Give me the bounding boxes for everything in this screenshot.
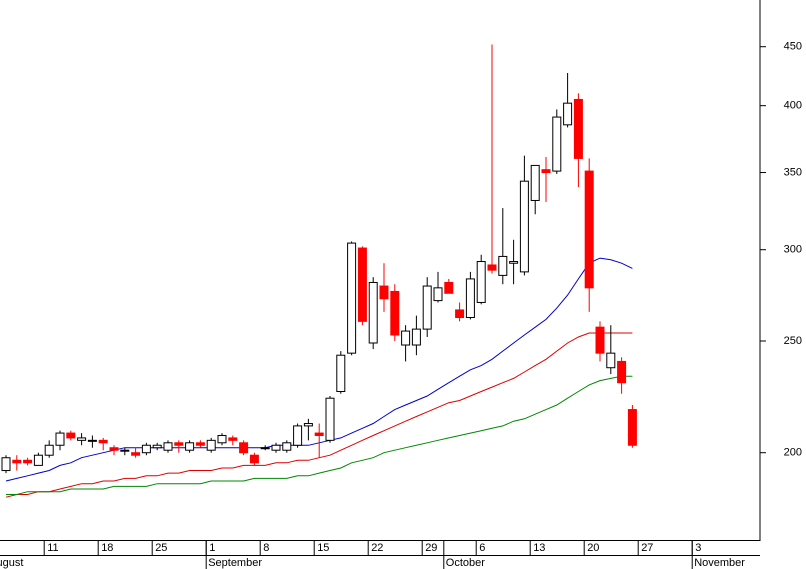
x-tick-label: 29 (425, 542, 437, 554)
x-tick-label: 3 (695, 542, 701, 554)
y-tick-label: 250 (784, 335, 802, 347)
candle-body (185, 442, 195, 451)
month-label: October (446, 557, 485, 569)
candle-body (206, 439, 216, 451)
x-tick-label: 8 (263, 542, 269, 554)
candle-body (1, 457, 11, 472)
candle-body (98, 439, 108, 444)
candle-body (455, 309, 465, 319)
candle-body (228, 437, 238, 441)
candle-body (368, 281, 378, 344)
candle-body (509, 261, 519, 264)
candle-body (33, 454, 43, 466)
candle-body (519, 180, 529, 273)
candle-body (195, 442, 205, 446)
candle-body (573, 98, 583, 159)
candle-body (444, 281, 454, 294)
x-tick-label: 22 (371, 542, 383, 554)
candle-body (530, 164, 540, 201)
candle-body (595, 326, 605, 354)
candle-body (12, 459, 22, 464)
y-tick-label: 300 (784, 244, 802, 256)
candle-body (476, 261, 486, 303)
x-tick-label: 15 (317, 542, 329, 554)
candle-body (401, 330, 411, 346)
candle-body (260, 447, 270, 450)
candle-body (422, 285, 432, 330)
candle-body (411, 328, 421, 346)
candle-body (131, 452, 141, 456)
candle-body (617, 360, 627, 384)
candle-body (325, 397, 335, 441)
candle-body (552, 116, 562, 172)
x-tick-label: 25 (155, 542, 167, 554)
month-label: November (694, 557, 745, 569)
candle-body (563, 102, 573, 126)
candle-body (606, 352, 616, 369)
candle-body (465, 278, 475, 319)
candle-body (282, 442, 292, 451)
candle-body (44, 444, 54, 456)
candle-body (109, 447, 119, 451)
x-tick-label: 20 (587, 542, 599, 554)
moving-average (6, 375, 633, 495)
y-tick-label: 400 (784, 100, 802, 112)
candle-body (152, 444, 162, 449)
candle-body (239, 442, 249, 454)
candle-body (163, 442, 173, 451)
candle-body (87, 439, 97, 442)
candle-body (66, 432, 76, 439)
candle-body (77, 437, 87, 441)
candle-body (433, 287, 443, 302)
candle-body (627, 409, 637, 446)
candle-body (55, 432, 65, 446)
x-tick-label: 6 (479, 542, 485, 554)
candle-body (303, 423, 313, 427)
candle-body (293, 425, 303, 446)
y-tick-label: 350 (784, 166, 802, 178)
x-tick-label: 13 (533, 542, 545, 554)
y-tick-label: 450 (784, 41, 802, 53)
candle-body (347, 242, 357, 354)
x-tick-label: 27 (641, 542, 653, 554)
month-label: September (208, 557, 262, 569)
candle-body (120, 449, 130, 452)
candle-body (271, 444, 281, 451)
candle-body (23, 459, 33, 464)
candle-body (584, 170, 594, 289)
month-label: ugust (0, 557, 23, 569)
candle-body (541, 169, 551, 174)
candle-body (498, 255, 508, 276)
candle-body (390, 290, 400, 336)
y-tick-label: 200 (784, 447, 802, 459)
x-tick-label: 11 (47, 542, 58, 554)
candle-body (174, 442, 184, 446)
candle-body (249, 454, 259, 464)
x-tick-label: 1 (209, 542, 215, 554)
candle-body (379, 285, 389, 300)
candle-body (357, 247, 367, 322)
candle-body (487, 264, 497, 271)
candle-body (314, 432, 324, 436)
x-tick-label: 18 (101, 542, 113, 554)
candle-body (217, 434, 227, 444)
candle-body (141, 444, 151, 454)
candle-body (336, 354, 346, 393)
